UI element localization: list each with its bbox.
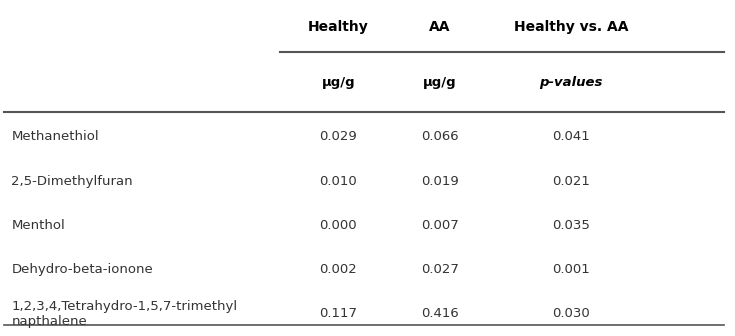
Text: Healthy: Healthy	[308, 20, 369, 34]
Text: 0.035: 0.035	[552, 219, 590, 232]
Text: 1,2,3,4,Tetrahydro-1,5,7-trimethyl
napthalene: 1,2,3,4,Tetrahydro-1,5,7-trimethyl napth…	[12, 300, 237, 328]
Text: μg/g: μg/g	[322, 76, 355, 89]
Text: μg/g: μg/g	[423, 76, 457, 89]
Text: 0.029: 0.029	[320, 130, 357, 143]
Text: 0.027: 0.027	[421, 263, 459, 276]
Text: 0.066: 0.066	[421, 130, 459, 143]
Text: 0.041: 0.041	[552, 130, 590, 143]
Text: 0.002: 0.002	[320, 263, 357, 276]
Text: Methanethiol: Methanethiol	[12, 130, 99, 143]
Text: Dehydro-beta-ionone: Dehydro-beta-ionone	[12, 263, 153, 276]
Text: 0.416: 0.416	[421, 307, 459, 320]
Text: 0.010: 0.010	[320, 175, 357, 187]
Text: Healthy vs. AA: Healthy vs. AA	[514, 20, 628, 34]
Text: 0.030: 0.030	[552, 307, 590, 320]
Text: Menthol: Menthol	[12, 219, 65, 232]
Text: 0.000: 0.000	[320, 219, 357, 232]
Text: 0.001: 0.001	[552, 263, 590, 276]
Text: p-values: p-values	[539, 76, 603, 89]
Text: 0.019: 0.019	[421, 175, 459, 187]
Text: AA: AA	[429, 20, 451, 34]
Text: 2,5-Dimethylfuran: 2,5-Dimethylfuran	[12, 175, 133, 187]
Text: 0.117: 0.117	[320, 307, 357, 320]
Text: 0.021: 0.021	[552, 175, 590, 187]
Text: 0.007: 0.007	[421, 219, 459, 232]
